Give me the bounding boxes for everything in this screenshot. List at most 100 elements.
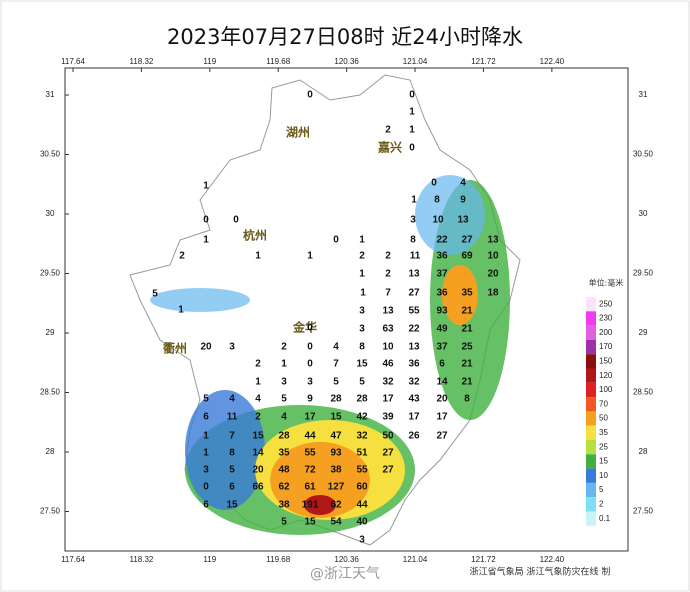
station-value: 8 <box>359 342 365 353</box>
station-value: 0 <box>203 482 209 493</box>
lat-tick-label: 30.50 <box>40 150 61 159</box>
station-value: 6 <box>203 500 209 511</box>
station-value: 18 <box>487 288 499 299</box>
lon-tick-label: 119.68 <box>266 555 290 564</box>
legend-swatch <box>586 468 596 483</box>
station-value: 28 <box>330 394 342 405</box>
station-value: 35 <box>278 448 290 459</box>
station-value: 0 <box>409 143 415 154</box>
legend-label: 0.1 <box>599 514 611 523</box>
footer: 浙江省气象局 浙江气象防灾在线 制 <box>470 566 611 578</box>
legend-swatch <box>586 382 596 398</box>
station-value: 7 <box>333 359 339 370</box>
legend-swatch <box>586 454 596 469</box>
station-value: 1 <box>409 107 415 118</box>
lat-tick-label: 31 <box>639 90 648 99</box>
lat-tick-label: 28.50 <box>633 388 654 397</box>
station-value: 15 <box>304 517 316 528</box>
legend-swatch <box>586 440 596 455</box>
station-value: 22 <box>408 324 420 335</box>
station-value: 21 <box>461 324 473 335</box>
station-value: 1 <box>203 235 209 246</box>
station-value: 32 <box>382 377 394 388</box>
legend-label: 150 <box>599 356 613 365</box>
station-value: 13 <box>487 235 499 246</box>
lon-tick-label: 122.40 <box>540 57 565 66</box>
station-value: 25 <box>461 342 473 353</box>
station-value: 22 <box>436 235 448 246</box>
lon-tick-label: 121.72 <box>471 57 496 66</box>
station-value: 50 <box>382 431 394 442</box>
station-value: 36 <box>436 251 448 262</box>
station-value: 1 <box>359 235 365 246</box>
station-value: 15 <box>330 412 342 423</box>
station-value: 4 <box>229 394 235 405</box>
legend-swatch <box>586 368 596 383</box>
station-value: 2 <box>281 342 287 353</box>
station-value: 44 <box>304 431 316 442</box>
city-label: 金华 <box>292 320 317 335</box>
station-value: 27 <box>382 448 394 459</box>
legend-label: 100 <box>599 385 613 394</box>
lat-tick-label: 30.50 <box>633 150 654 159</box>
legend-swatch <box>586 311 596 326</box>
lon-tick-label: 121.04 <box>403 57 428 66</box>
station-value: 1 <box>255 251 261 262</box>
station-value: 1 <box>203 181 209 192</box>
station-value: 0 <box>333 235 339 246</box>
station-value: 42 <box>356 412 368 423</box>
station-value: 36 <box>436 288 448 299</box>
station-value: 11 <box>410 251 421 262</box>
station-value: 13 <box>408 269 420 280</box>
legend-swatch <box>586 354 596 369</box>
station-value: 27 <box>408 288 420 299</box>
station-value: 14 <box>436 377 448 388</box>
station-value: 5 <box>281 394 287 405</box>
station-value: 3 <box>410 215 416 226</box>
lon-tick-label: 117.64 <box>61 57 85 66</box>
station-value: 10 <box>382 342 394 353</box>
station-value: 43 <box>408 394 420 405</box>
city-label: 杭州 <box>243 228 267 243</box>
lon-tick-label: 120.36 <box>334 57 359 66</box>
station-value: 1 <box>411 195 417 206</box>
station-value: 17 <box>382 394 394 405</box>
lat-tick-label: 29.50 <box>633 269 654 278</box>
legend-label: 2 <box>599 499 604 508</box>
station-value: 20 <box>487 269 499 280</box>
station-value: 8 <box>464 394 470 405</box>
station-value: 8 <box>229 448 235 459</box>
station-value: 3 <box>307 377 313 388</box>
station-value: 21 <box>461 377 473 388</box>
lat-tick-label: 29.50 <box>40 269 61 278</box>
station-value: 14 <box>252 448 264 459</box>
station-value: 20 <box>200 342 212 353</box>
station-value: 28 <box>356 394 368 405</box>
station-value: 1 <box>255 377 261 388</box>
lat-tick-label: 31 <box>46 90 55 99</box>
rain-area <box>304 495 336 515</box>
legend-swatch <box>586 411 596 426</box>
station-value: 9 <box>307 394 313 405</box>
station-value: 27 <box>461 235 473 246</box>
lat-tick-label: 28 <box>46 447 55 456</box>
station-value: 2 <box>255 412 261 423</box>
lat-tick-label: 28.50 <box>40 388 61 397</box>
station-value: 0 <box>307 359 313 370</box>
station-value: 5 <box>359 377 365 388</box>
city-label: 湖州 <box>286 125 310 140</box>
lon-tick-label: 121.72 <box>471 555 496 564</box>
station-value: 38 <box>278 500 290 511</box>
lon-tick-label: 118.32 <box>129 57 153 66</box>
legend-swatch <box>586 339 596 355</box>
station-value: 2 <box>385 251 391 262</box>
station-value: 15 <box>226 500 238 511</box>
station-value: 8 <box>410 235 416 246</box>
station-value: 7 <box>229 431 235 442</box>
lon-tick-label: 119 <box>203 555 216 564</box>
station-value: 5 <box>229 465 235 476</box>
legend-label: 120 <box>599 371 613 380</box>
station-value: 61 <box>304 482 316 493</box>
station-value: 3 <box>359 306 365 317</box>
